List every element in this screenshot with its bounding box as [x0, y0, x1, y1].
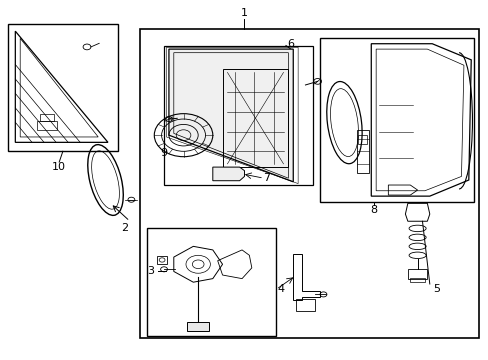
Polygon shape	[168, 49, 293, 182]
Bar	[140, 30, 478, 338]
Text: 7: 7	[263, 173, 269, 183]
Bar	[295, 300, 315, 311]
Bar	[407, 269, 427, 279]
Text: 3: 3	[147, 266, 154, 276]
Polygon shape	[212, 167, 244, 181]
Text: 9: 9	[160, 148, 167, 158]
Bar	[37, 121, 57, 130]
Text: 1: 1	[241, 8, 247, 18]
Bar	[357, 135, 366, 144]
Bar	[8, 24, 118, 151]
Bar	[147, 228, 276, 336]
Bar	[40, 114, 54, 121]
Bar	[163, 45, 312, 185]
Text: 10: 10	[52, 162, 66, 172]
Text: 8: 8	[369, 206, 377, 216]
Bar	[157, 256, 167, 264]
Bar	[356, 130, 368, 173]
Text: 5: 5	[433, 284, 440, 294]
Bar	[222, 69, 288, 167]
Text: 2: 2	[121, 224, 128, 233]
Text: 6: 6	[287, 39, 294, 49]
Polygon shape	[187, 321, 208, 330]
Text: 4: 4	[277, 284, 284, 294]
Bar	[409, 278, 424, 282]
Bar	[320, 39, 473, 202]
